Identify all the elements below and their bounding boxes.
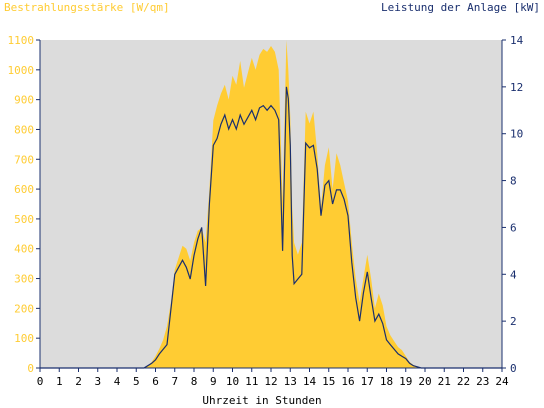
right-tick-label: 8 (510, 175, 517, 188)
left-tick-label: 300 (14, 273, 34, 286)
right-tick-label: 14 (510, 34, 524, 47)
left-tick-label: 800 (14, 123, 34, 136)
x-axis-title: Uhrzeit in Stunden (202, 394, 321, 407)
left-tick-label: 100 (14, 332, 34, 345)
right-tick-label: 4 (510, 268, 517, 281)
x-tick-label: 24 (495, 375, 509, 388)
x-tick-label: 22 (457, 375, 470, 388)
left-tick-label: 700 (14, 153, 34, 166)
left-tick-label: 200 (14, 302, 34, 315)
x-tick-label: 10 (226, 375, 239, 388)
x-tick-label: 16 (341, 375, 354, 388)
right-tick-label: 2 (510, 315, 517, 328)
left-tick-label: 400 (14, 243, 34, 256)
series-layer (40, 40, 502, 369)
right-tick-label: 0 (510, 362, 517, 375)
series-irradiance-area (40, 40, 502, 368)
x-tick-label: 12 (264, 375, 277, 388)
x-tick-label: 6 (152, 375, 159, 388)
x-tick-label: 13 (284, 375, 297, 388)
right-axis-title: Leistung der Anlage [kW] (381, 1, 540, 14)
x-tick-label: 21 (438, 375, 451, 388)
x-tick-label: 2 (75, 375, 82, 388)
left-tick-label: 500 (14, 213, 34, 226)
x-tick-label: 5 (133, 375, 140, 388)
left-tick-label: 0 (27, 362, 34, 375)
x-tick-label: 15 (322, 375, 335, 388)
x-tick-label: 7 (171, 375, 178, 388)
x-tick-label: 4 (114, 375, 121, 388)
x-tick-label: 0 (37, 375, 44, 388)
x-tick-label: 19 (399, 375, 412, 388)
axis-layer: 0100200300400500600700800900100011000246… (8, 34, 524, 388)
x-tick-label: 17 (361, 375, 374, 388)
x-tick-label: 23 (476, 375, 489, 388)
right-tick-label: 6 (510, 221, 517, 234)
x-tick-label: 14 (303, 375, 317, 388)
x-tick-label: 9 (210, 375, 217, 388)
x-tick-label: 11 (245, 375, 258, 388)
series-power-line (40, 86, 502, 369)
left-tick-label: 1000 (8, 64, 35, 77)
x-tick-label: 1 (56, 375, 63, 388)
right-tick-label: 10 (510, 128, 523, 141)
x-tick-label: 20 (418, 375, 431, 388)
x-tick-label: 8 (191, 375, 198, 388)
left-tick-label: 1100 (8, 34, 35, 47)
x-tick-label: 3 (94, 375, 101, 388)
left-tick-label: 600 (14, 183, 34, 196)
left-tick-label: 900 (14, 94, 34, 107)
x-tick-label: 18 (380, 375, 393, 388)
right-tick-label: 12 (510, 81, 523, 94)
left-axis-title: Bestrahlungsstärke [W/qm] (4, 1, 170, 14)
